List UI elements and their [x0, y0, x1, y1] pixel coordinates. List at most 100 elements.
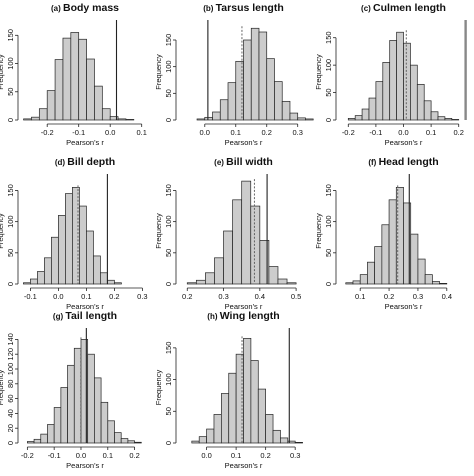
panel-8-title: (h) Wing length [207, 310, 279, 322]
panel-8-bar-9 [243, 337, 252, 444]
panel-6-bar-13 [432, 281, 440, 285]
panel-2-bar-7 [227, 82, 237, 121]
panel-3-y-tick-label: 150 [324, 31, 333, 44]
panel-7-title-name: Tail length [65, 310, 117, 322]
panel-7-bar-17 [134, 441, 142, 444]
panel-3-x-tick-label: 0.0 [398, 128, 408, 137]
panel-3-bar-2 [354, 115, 363, 121]
panel-2-x-tick-label: 0.0 [200, 128, 210, 137]
panel-8-y-label: Frequency [154, 370, 163, 406]
panel-4-y-tick-label: 150 [6, 184, 15, 197]
panel-1: -0.2 -0.1 0.0 0.1 0 50 100 150 (a) Body mass Pear… [0, 2, 147, 147]
panel-1-x-tick-label: 0.0 [105, 128, 115, 137]
panel-8-y-tick-label: 50 [164, 407, 173, 415]
panel-7-bar-5 [53, 407, 62, 444]
panel-1-bar-8 [78, 38, 87, 121]
panel-6-bar-14 [439, 283, 448, 285]
panel-3-title-name: Culmen length [373, 2, 446, 14]
panel-1-y-label: Frequency [0, 54, 5, 90]
panel-3-y-tick-label: 100 [324, 59, 333, 72]
panel-7-y-tick-label: 40 [6, 409, 15, 417]
panel-7-title-tag: (g) [53, 312, 65, 321]
panel-4-y-tick-label: 50 [6, 249, 15, 257]
panel-5-y-tick-label: 0 [164, 282, 173, 286]
panel-2-x-tick-label: 0.3 [292, 128, 302, 137]
panel-4-x-tick-label: 0.2 [109, 292, 119, 301]
panel-7-y-tick-label: 120 [6, 348, 15, 361]
panel-3-title-tag: (c) [361, 4, 373, 13]
panel-4-bar-4 [44, 257, 52, 285]
panel-5-y-tick-label: 150 [164, 184, 173, 197]
panel-4-bar-10 [86, 230, 94, 285]
panel-7-y-tick-label: 60 [6, 394, 15, 402]
panel-7-bar-15 [120, 438, 129, 444]
panel-2-y-tick-label: 50 [164, 89, 173, 97]
panel-8-bar-13 [272, 429, 281, 444]
panel-1-y-tick-label: 50 [6, 88, 15, 96]
panel-3-y-tick-label: 50 [324, 88, 333, 96]
panel-5-bar-11 [277, 278, 288, 285]
panel-3-x-tick-label: -0.2 [342, 128, 355, 137]
panel-1-x-tick-label: -0.2 [41, 128, 54, 137]
panel-1-bar-7 [70, 32, 80, 121]
panel-2-title-name: Tarsus length [216, 2, 284, 14]
panel-5-x-tick-label: 0.2 [182, 292, 192, 301]
panel-8: 0.0 0.1 0.2 0.3 0 50 100 150 (h) Wing length Pear… [154, 310, 303, 470]
panel-1-y-tick-label: 100 [6, 57, 15, 70]
panel-1-bar-5 [54, 59, 64, 121]
panel-1-bar-10 [94, 85, 103, 121]
panel-4-bar-12 [100, 272, 108, 285]
panel-4-bar-1 [23, 282, 31, 285]
panel-5-x-tick-label: 0.5 [291, 292, 301, 301]
panel-5-title-name: Bill width [226, 156, 273, 168]
panel-1-bar-6 [62, 37, 72, 121]
panel-6-bar-10 [410, 233, 419, 285]
panel-3-x-tick-label: 0.2 [453, 128, 463, 137]
panel-5-y-tick-label: 100 [164, 215, 173, 228]
panel-3-y-label: Frequency [314, 54, 323, 90]
panel-3-bar-8 [396, 31, 404, 121]
panel-2-bar-17 [305, 118, 314, 121]
panel-6-x-tick-label: 0.3 [413, 292, 423, 301]
panel-8-y-tick-label: 0 [164, 441, 173, 445]
panel-7-x-tick-label: -0.2 [21, 451, 34, 460]
panel-7-bar-16 [127, 440, 135, 444]
panel-4-title-tag: (d) [55, 158, 67, 167]
panel-4-y-tick-label: 100 [6, 215, 15, 228]
panel-1-title: (a) Body mass [51, 2, 119, 14]
panel-7-bar-1 [27, 441, 35, 444]
panel-2-y-label: Frequency [154, 54, 163, 90]
panel-6-bar-1 [345, 282, 354, 285]
panel-5-title-tag: (e) [214, 158, 226, 167]
panel-8-bar-7 [228, 372, 237, 444]
panel-4-title: (d) Bill depth [55, 156, 115, 168]
panel-2-y-tick-label: 150 [164, 34, 173, 47]
panel-6: 0.1 0.2 0.3 0.4 0 50 100 150 (f) Head length Pear… [314, 156, 452, 311]
panel-6-bar-2 [352, 280, 361, 285]
panel-2-y-tick-label: 100 [164, 60, 173, 73]
panel-2-bar-9 [243, 39, 252, 121]
panel-6-y-tick-label: 100 [324, 215, 333, 228]
panel-5-x-tick-label: 0.3 [218, 292, 228, 301]
panel-4-bar-2 [30, 278, 38, 285]
panel-7-bar-11 [94, 377, 102, 444]
panel-3-bar-6 [382, 62, 391, 121]
panel-4-bar-6 [58, 215, 66, 285]
panel-5-x-tick-label: 0.4 [255, 292, 265, 301]
panel-1-bar-4 [46, 90, 56, 121]
panel-1-x-label: Pearson's r [66, 138, 104, 147]
panel-4-bar-5 [51, 236, 59, 285]
panel-2-bar-11 [258, 31, 268, 121]
panel-2-bar-10 [250, 27, 260, 121]
panel-6-x-tick-label: 0.2 [384, 292, 394, 301]
panel-7-bar-8 [73, 347, 82, 444]
panel-7-x-tick-label: 0.2 [129, 451, 139, 460]
panel-8-bar-3 [198, 436, 207, 444]
panel-1-bar-11 [101, 108, 111, 121]
panel-8-bar-2 [191, 440, 200, 444]
panel-1-bar-14 [125, 119, 135, 121]
panel-8-title-name: Wing length [220, 310, 280, 322]
panel-8-bar-16 [294, 442, 303, 444]
panel-8-x-tick-label: 0.1 [231, 451, 241, 460]
panel-2-bar-15 [289, 112, 299, 121]
